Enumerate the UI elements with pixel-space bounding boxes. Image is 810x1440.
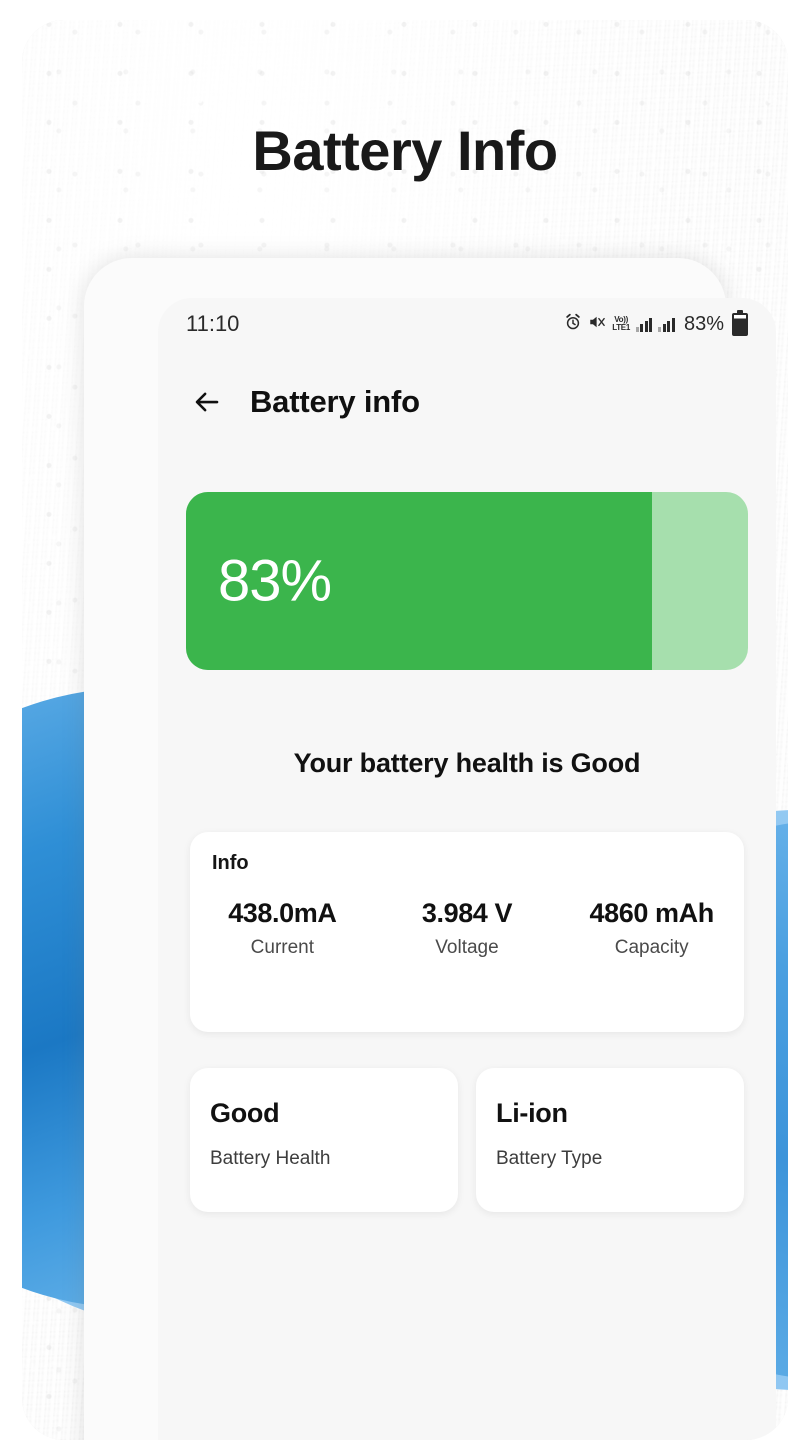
metric-value: 4860 mAh bbox=[589, 898, 714, 928]
volte-top-label: Vo)) bbox=[614, 315, 628, 324]
battery-type-label: Battery Type bbox=[496, 1148, 603, 1169]
info-card: Info 438.0mA Current 3.984 V Voltage 486… bbox=[190, 832, 744, 1032]
battery-type-value: Li-ion bbox=[496, 1098, 568, 1128]
signal-bars-icon-2 bbox=[658, 316, 675, 332]
status-bar-battery-percent: 83% bbox=[683, 312, 724, 335]
status-bar-time: 11:10 bbox=[186, 311, 240, 336]
volte-indicator-icon: Vo)) LTE1 bbox=[612, 316, 630, 332]
promo-title: Battery Info bbox=[252, 119, 558, 182]
phone-screen: 11:10 bbox=[158, 298, 776, 1440]
battery-health-card: Good Battery Health bbox=[190, 1068, 458, 1212]
metric-label: Capacity bbox=[614, 937, 689, 958]
arrow-left-icon bbox=[195, 392, 219, 412]
page-title: Battery info bbox=[250, 384, 420, 419]
metric-voltage: 3.984 V Voltage bbox=[375, 898, 560, 959]
battery-icon bbox=[732, 309, 748, 336]
info-card-heading: Info bbox=[212, 852, 249, 874]
battery-level-gauge: 83% bbox=[186, 492, 748, 670]
phone-frame: 11:10 bbox=[84, 258, 776, 1440]
metric-label: Current bbox=[250, 937, 315, 958]
metric-label: Voltage bbox=[435, 937, 499, 958]
status-bar: 11:10 bbox=[158, 298, 776, 350]
metric-capacity: 4860 mAh Capacity bbox=[559, 898, 744, 959]
battery-gauge-fill bbox=[186, 492, 653, 670]
back-button[interactable] bbox=[186, 381, 228, 423]
volte-bottom-label: LTE1 bbox=[612, 323, 630, 332]
battery-health-label: Battery Health bbox=[210, 1148, 331, 1169]
app-bar: Battery info bbox=[158, 360, 776, 444]
speaker-muted-icon bbox=[588, 313, 606, 336]
promo-card: Battery Info 11:10 bbox=[22, 20, 788, 1440]
signal-bars-icon bbox=[635, 316, 653, 332]
metric-value: 438.0mA bbox=[228, 898, 337, 928]
status-bar-icons: Vo)) LTE1 83% bbox=[564, 309, 748, 336]
info-card-metrics: 438.0mA Current 3.984 V Voltage 4860 mAh… bbox=[190, 898, 744, 959]
battery-gauge-percent-label: 83% bbox=[218, 548, 332, 614]
battery-health-value: Good bbox=[210, 1098, 280, 1128]
battery-health-headline: Your battery health is Good bbox=[293, 748, 641, 778]
battery-type-card: Li-ion Battery Type bbox=[476, 1068, 744, 1212]
metric-current: 438.0mA Current bbox=[190, 898, 375, 959]
alarm-clock-icon bbox=[564, 313, 582, 336]
metric-value: 3.984 V bbox=[421, 898, 513, 928]
